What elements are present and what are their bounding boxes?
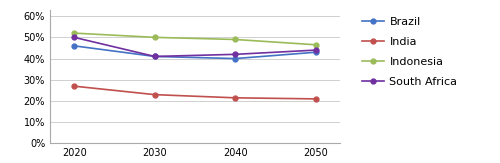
Indonesia [152,36,158,38]
India [71,85,77,87]
Line: South Africa: South Africa [72,35,318,59]
South Africa [71,36,77,38]
South Africa [313,49,319,51]
Brazil [71,45,77,47]
Brazil [313,51,319,53]
Indonesia [313,44,319,46]
Brazil [232,58,238,59]
Line: Brazil: Brazil [72,43,318,61]
India [152,94,158,96]
Indonesia [71,32,77,34]
India [313,98,319,100]
Legend: Brazil, India, Indonesia, South Africa: Brazil, India, Indonesia, South Africa [357,13,462,92]
Indonesia [232,38,238,40]
India [232,97,238,99]
Line: Indonesia: Indonesia [72,31,318,47]
South Africa [232,53,238,55]
Line: India: India [72,84,318,101]
South Africa [152,55,158,57]
Brazil [152,55,158,57]
